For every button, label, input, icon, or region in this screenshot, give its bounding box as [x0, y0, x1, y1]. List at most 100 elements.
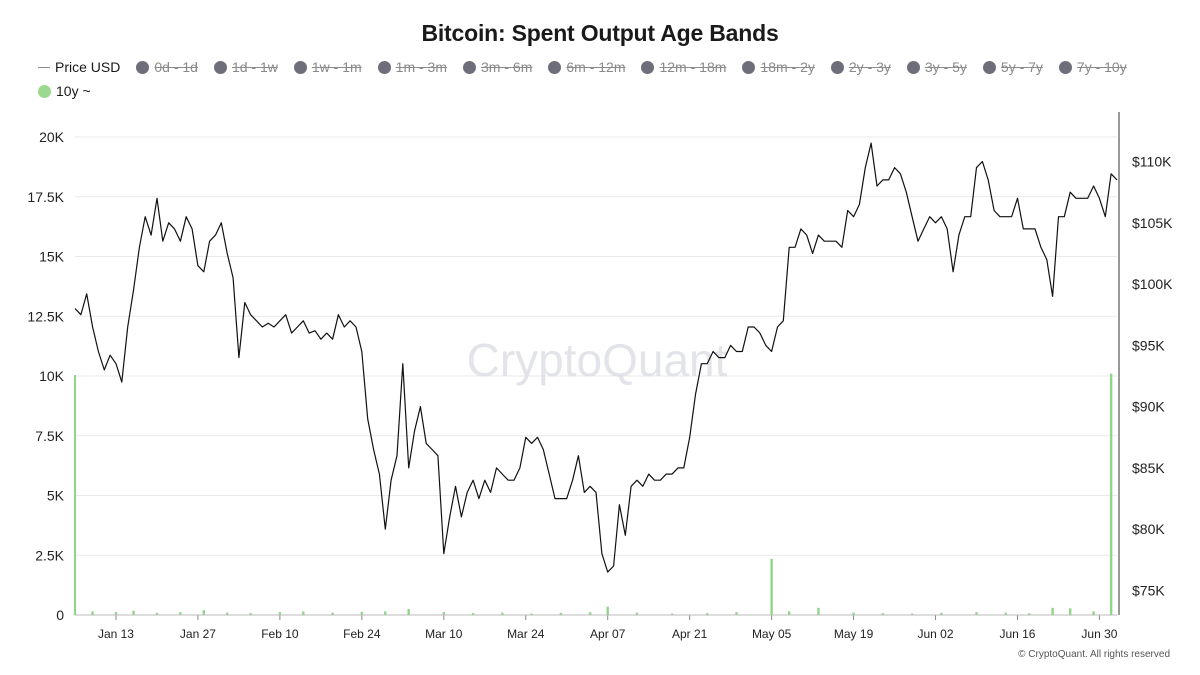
legend-label: 10y ~ [56, 83, 91, 99]
chart-legend: Price USD 0d - 1d 1d - 1w 1w - 1m 1m - 3m 3m … [38, 58, 1178, 100]
bar-10y [179, 612, 182, 615]
legend-label: 5y - 7y [1000, 59, 1043, 75]
legend-dot-marker [982, 60, 996, 74]
legend-dot-marker [742, 60, 756, 74]
bar-10y [910, 613, 914, 615]
bar-10y [73, 613, 77, 615]
bar-10y [331, 612, 334, 615]
y-right-tick-label: $110K [1132, 154, 1172, 170]
legend-item[interactable]: 1d - 1w [213, 58, 278, 76]
legend-dot-marker [136, 60, 150, 74]
legend-dot-marker [906, 60, 920, 74]
y-right-tick-label: $105K [1132, 215, 1173, 231]
y-left-tick-label: 0 [56, 607, 64, 623]
legend-label: 7y - 10y [1076, 59, 1127, 75]
bar-10y [940, 612, 943, 615]
x-tick-label: May 19 [834, 627, 874, 641]
y-right-tick-label: $95K [1132, 337, 1165, 353]
bar-10y [635, 612, 639, 615]
y-left-tick-label: 2.5K [35, 547, 64, 563]
bar-10y [91, 611, 94, 615]
y-left-tick-label: 7.5K [35, 428, 64, 444]
bar-10y [881, 613, 885, 615]
bar-10y [975, 612, 978, 615]
legend-item[interactable]: 3y - 5y [906, 58, 967, 76]
legend-item[interactable]: 18m - 2y [742, 58, 815, 76]
legend-item[interactable]: 7y - 10y [1058, 58, 1127, 76]
chart-title: Bitcoin: Spent Output Age Bands [421, 20, 779, 46]
bar-10y [559, 612, 563, 615]
bar-10y [770, 558, 773, 615]
y-left-tick-label: 10K [39, 368, 65, 384]
x-tick-label: Jun 30 [1081, 627, 1117, 641]
y-left-tick-label: 15K [39, 249, 65, 265]
legend-dot-marker [293, 60, 307, 74]
legend-item[interactable]: 1m - 3m [377, 58, 448, 76]
bar-10y [155, 612, 159, 615]
legend-label: 1d - 1w [231, 59, 278, 75]
legend-dot-marker [830, 60, 844, 74]
legend-item[interactable]: 10y ~ [38, 82, 91, 100]
legend-label: 18m - 2y [760, 59, 815, 75]
bar-10y [501, 612, 504, 615]
x-tick-label: Mar 10 [425, 627, 463, 641]
legend-label: 1w - 1m [311, 59, 362, 75]
bar-10y [132, 610, 135, 615]
bar-10y [1004, 612, 1007, 615]
legend-dot-marker [213, 60, 227, 74]
bar-10y [787, 611, 791, 615]
bar-10y [852, 612, 855, 615]
bar-10y [302, 611, 305, 615]
x-tick-label: Feb 10 [261, 627, 299, 641]
legend-label: 3y - 5y [924, 59, 967, 75]
legend-dot-marker [548, 60, 562, 74]
y-right-tick-label: $100K [1132, 276, 1173, 292]
y-left-tick-label: 5K [47, 488, 65, 504]
legend-dot-marker [463, 60, 477, 74]
y-left-tick-label: 20K [39, 129, 65, 145]
bar-10y [817, 607, 820, 615]
bar-10y [471, 613, 475, 615]
bar-10y [1109, 373, 1113, 615]
legend-line-marker [38, 66, 50, 68]
legend-dot-marker [1058, 60, 1072, 74]
bar-10y [278, 612, 282, 615]
x-tick-label: Apr 07 [590, 627, 626, 641]
legend-item[interactable]: 3m - 6m [463, 58, 532, 76]
legend-item[interactable]: Price USD [38, 58, 120, 76]
x-tick-label: Jan 27 [180, 627, 216, 641]
legend-dot-marker [641, 60, 655, 74]
bar-10y [670, 613, 674, 615]
legend-item[interactable]: 1w - 1m [293, 58, 362, 76]
y-right-tick-label: $90K [1132, 399, 1165, 415]
legend-label: 3m - 6m [481, 59, 533, 75]
legend-label: Price USD [55, 59, 121, 75]
bar-10y [202, 610, 205, 615]
bar-10y [530, 613, 533, 615]
legend-item[interactable]: 2y - 3y [830, 58, 891, 76]
bar-10y [442, 612, 445, 615]
copyright-footer: © CryptoQuant. All rights reserved [1018, 649, 1170, 660]
legend-label: 1m - 3m [395, 59, 448, 75]
x-tick-label: May 05 [752, 627, 792, 641]
bar-10y [384, 611, 387, 615]
legend-label: 2y - 3y [848, 59, 891, 75]
x-tick-label: Feb 24 [343, 627, 381, 641]
x-tick-label: Apr 21 [672, 627, 708, 641]
y-right-tick-label: $85K [1132, 460, 1165, 476]
legend-item[interactable]: 5y - 7y [982, 58, 1043, 76]
bar-10y [249, 613, 252, 615]
bar-10y [606, 606, 609, 615]
legend-item[interactable]: 0d - 1d [136, 58, 198, 76]
bar-10y [1027, 613, 1031, 615]
x-tick-label: Jan 13 [98, 627, 134, 641]
legend-label: 12m - 18m [659, 59, 727, 75]
legend-item[interactable]: 6m - 12m [548, 58, 625, 76]
bar-10y [226, 612, 229, 615]
legend-item[interactable]: 12m - 18m [641, 58, 726, 76]
watermark-text: CryptoQuant [467, 334, 728, 386]
legend-dot-marker [38, 84, 51, 98]
bar-10y [407, 609, 410, 615]
bar-10y [735, 612, 738, 615]
